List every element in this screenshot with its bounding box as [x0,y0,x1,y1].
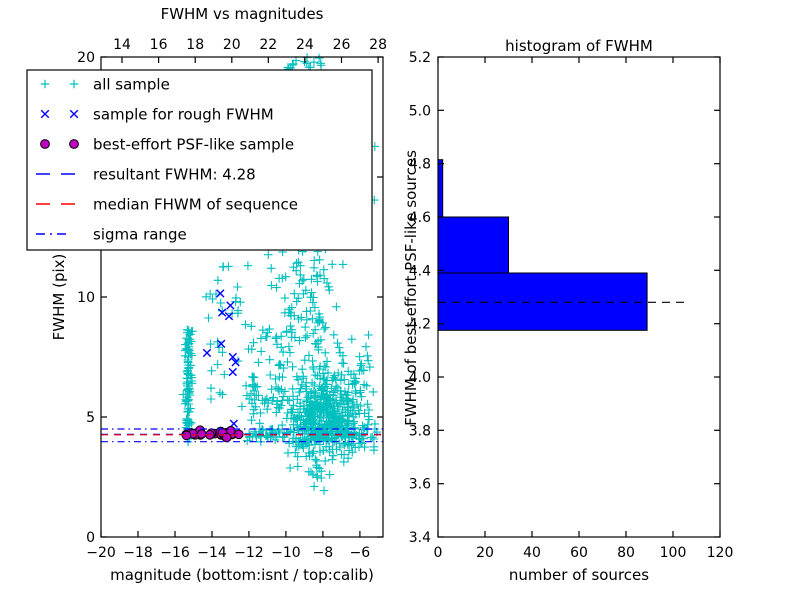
y-tick-label: 3.8 [409,423,431,439]
top-x-tick-label: 14 [113,37,131,53]
y-tick-label: 3.4 [409,530,431,546]
x-tick-label: −8 [313,545,334,561]
y-tick-label: 20 [77,50,95,66]
x-marker-icon [69,109,79,119]
y-tick-label: 4.8 [409,157,431,173]
circle-marker-icon [69,139,79,149]
left-plot-xlabel: magnitude (bottom:isnt / top:calib) [110,566,374,584]
legend-item: resultant FWHM: 4.28 [36,166,256,184]
x-tick-label: −6 [350,545,371,561]
legend-item-label: best-effort PSF-like sample [93,136,294,154]
top-x-tick-label: 16 [150,37,168,53]
x-tick-label: 60 [570,545,588,561]
x-tick-label: 40 [523,545,541,561]
x-tick-label: 120 [707,545,734,561]
y-tick-label: 10 [77,290,95,306]
x-tick-label: −20 [86,545,116,561]
y-tick-label: 4.4 [409,263,431,279]
y-tick-label: 5 [86,410,95,426]
y-tick-label: 4.2 [409,317,431,333]
circle-marker-icon [40,139,50,149]
right-plot-title: histogram of FWHM [505,37,653,55]
x-tick-label: 0 [434,545,443,561]
histogram-bar [437,159,444,218]
top-x-tick-label: 26 [333,37,351,53]
y-tick-label: 0 [86,530,95,546]
legend-item: all sample [40,76,170,94]
x-tick-label: 20 [476,545,494,561]
histogram-bar [437,272,648,331]
y-tick-label: 5.2 [409,50,431,66]
legend-item: sigma range [36,226,187,244]
top-x-tick-label: 18 [186,37,204,53]
right-plot-ylabel: FWHM of best-effort PSF-like sources [402,150,420,426]
y-tick-label: 3.6 [409,477,431,493]
y-tick-label: 5.0 [409,103,431,119]
psf-sample-point [181,430,192,441]
legend-item: best-effort PSF-like sample [40,136,294,154]
x-tick-label: 100 [660,545,687,561]
x-tick-label: −18 [123,545,153,561]
histogram-bar [437,216,509,274]
x-tick-label: −14 [197,545,227,561]
top-x-tick-label: 20 [223,37,241,53]
top-x-tick-label: 22 [259,37,277,53]
plus-marker-icon [40,79,50,89]
legend-item-label: all sample [93,76,170,94]
legend: all sample sample for rough FWHM best-effo… [26,69,373,251]
x-tick-label: 80 [617,545,635,561]
right-plot-xlabel: number of sources [509,566,649,584]
x-tick-label: −16 [160,545,190,561]
left-plot-title: FWHM vs magnitudes [161,5,324,23]
legend-item-label: median FHWM of sequence [93,196,298,214]
plus-marker-icon [69,79,79,89]
legend-box [26,69,373,251]
y-tick-label: 4.6 [409,210,431,226]
legend-item: median FHWM of sequence [36,196,298,214]
x-tick-label: −12 [234,545,264,561]
top-x-tick-label: 24 [296,37,314,53]
x-marker-icon [40,109,50,119]
x-tick-label: −10 [271,545,301,561]
right-plot: 0 20 40 60 80 100 120 3.4 3.6 3.8 4.0 4.2 4.4 4.6 4.8 5… [409,50,734,561]
legend-item-label: sample for rough FWHM [93,106,274,124]
left-plot-ylabel: FWHM (pix) [50,254,68,341]
psf-sample-point [221,432,232,443]
legend-item-label: resultant FWHM: 4.28 [93,166,256,184]
y-tick-label: 4.0 [409,370,431,386]
top-x-tick-label: 28 [369,37,387,53]
legend-item-label: sigma range [93,226,187,244]
legend-item: sample for rough FWHM [40,106,274,124]
rough-fwhm-sample-points [202,289,240,428]
